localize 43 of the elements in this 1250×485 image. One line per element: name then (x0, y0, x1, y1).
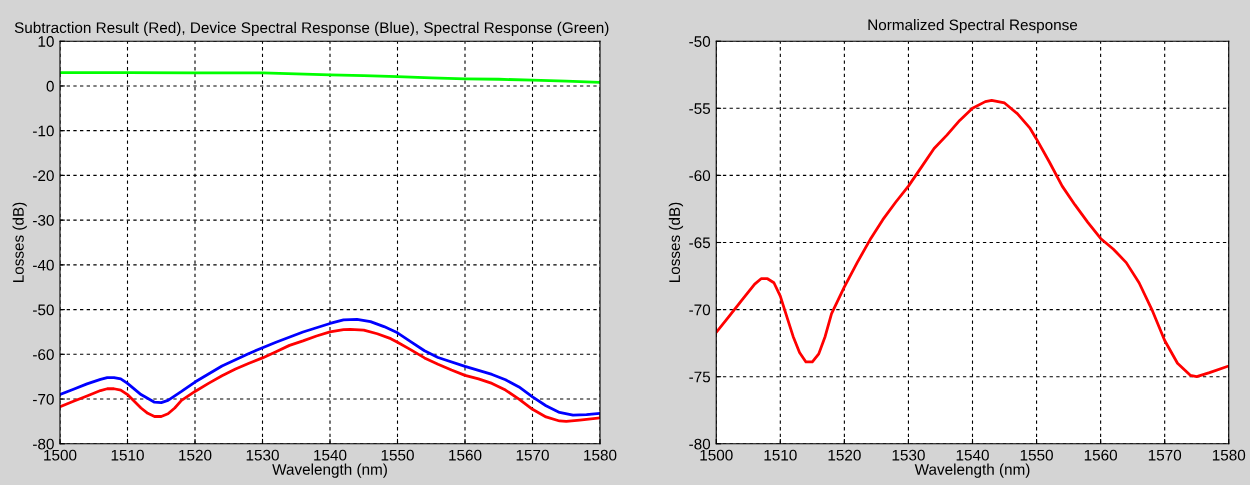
x-tick-label: 1540 (314, 449, 347, 461)
x-tick-label: 1570 (516, 449, 549, 461)
y-tick-label: -50 (33, 304, 54, 316)
y-tick-label: -60 (33, 349, 54, 361)
x-tick-label: 1550 (381, 449, 414, 461)
x-tick-label: 1580 (1212, 449, 1246, 461)
y-tick-label: -30 (33, 215, 54, 226)
y-tick-label: -60 (689, 170, 711, 182)
y-tick-label: -70 (689, 304, 711, 316)
y-tick-label: 0 (46, 80, 54, 92)
y-tick-label: -80 (689, 438, 711, 450)
x-tick-label: 1530 (892, 449, 925, 461)
y-tick-label: -80 (33, 438, 54, 450)
x-tick-label: 1520 (179, 449, 212, 461)
line-series (716, 98, 1229, 379)
y-axis-title: Losses (dB) (668, 202, 684, 282)
y-tick-label: -40 (33, 259, 54, 271)
y-tick-label: -20 (33, 170, 54, 182)
y-tick-label: -10 (33, 125, 54, 137)
x-axis-title: Wavelength (nm) (914, 463, 1030, 478)
x-tick-label: 1520 (828, 449, 861, 461)
y-tick-label: -65 (689, 237, 711, 249)
x-tick-label: 1500 (700, 449, 733, 461)
chart-title: Normalized Spectral Response (868, 19, 1078, 34)
y-tick-label: -50 (689, 36, 711, 47)
x-tick-label: 1560 (1084, 449, 1118, 461)
x-tick-label: 1500 (44, 449, 77, 461)
x-tick-label: 1570 (1148, 449, 1182, 461)
x-tick-label: 1560 (449, 449, 482, 461)
x-tick-label: 1510 (111, 449, 144, 461)
y-tick-label: 10 (38, 36, 54, 47)
chart-title: Subtraction Result (Red), Device Spectral Response (Blue), Spectral Response (Green) (14, 21, 609, 37)
x-tick-label: 1510 (764, 449, 797, 461)
x-tick-label: 1530 (246, 449, 279, 461)
line-series (60, 71, 600, 84)
x-axis-title: Wavelength (nm) (272, 463, 387, 478)
y-tick-label: -70 (33, 393, 54, 405)
x-tick-label: 1580 (584, 449, 617, 461)
y-axis-title: Losses (dB) (12, 202, 27, 282)
y-tick-label: -75 (689, 371, 711, 383)
y-tick-label: -55 (689, 103, 711, 114)
x-tick-label: 1540 (956, 449, 989, 461)
x-tick-label: 1550 (1020, 449, 1053, 461)
